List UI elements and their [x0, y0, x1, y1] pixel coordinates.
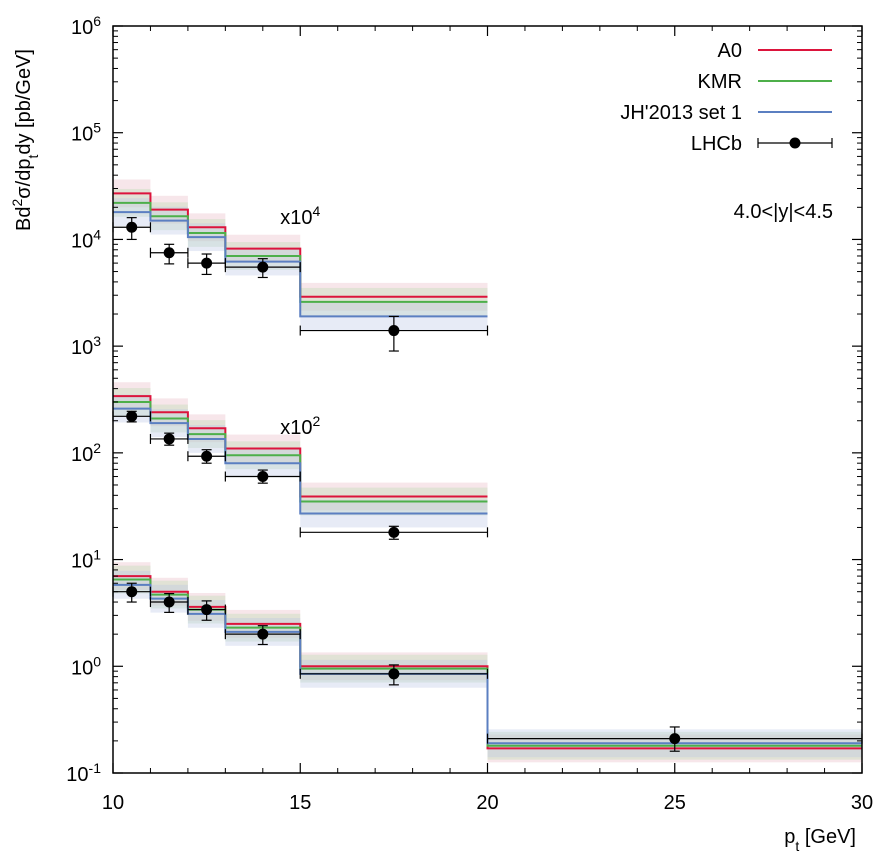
data-point	[669, 733, 681, 745]
data-point	[201, 257, 213, 269]
data-point	[163, 596, 175, 608]
data-point	[163, 433, 175, 445]
y-tick-label: 100	[71, 653, 101, 679]
y-tick-label: 102	[71, 440, 101, 466]
y-axis-label: Bd2σ/dptdy [pb/GeV]	[9, 49, 41, 231]
axes: 10 15 20 25 30 10-1 100 101 102 103 104 105 106	[66, 13, 873, 814]
y-tick-label: 101	[71, 547, 101, 573]
data-point	[163, 247, 175, 259]
rapidity-label: 4.0<|y|<4.5	[734, 201, 833, 223]
annotations: 4.0<|y|<4.5 pt [GeV] Bd2σ/dptdy [pb/GeV]…	[9, 49, 856, 854]
y-tick-label: 104	[71, 226, 101, 252]
x-tick-label: 25	[664, 792, 686, 814]
scale-label: x104	[280, 203, 320, 229]
data-point	[388, 325, 400, 337]
data-point	[388, 668, 400, 680]
y-tick-label: 103	[71, 333, 101, 359]
data-point	[126, 221, 138, 233]
x-tick-label: 30	[851, 792, 873, 814]
x-axis-label: pt [GeV]	[784, 826, 856, 854]
step-line-jh2013set1	[113, 211, 488, 318]
scale-label: x102	[280, 413, 320, 439]
legend-kmr-label: KMR	[698, 71, 742, 93]
legend-a0-label: A0	[718, 40, 742, 62]
data-point	[257, 261, 269, 273]
data-point	[126, 410, 138, 422]
legend-lhcb-swatch-point	[789, 137, 801, 149]
legend-jh2013set1-label: JH'2013 set 1	[620, 102, 742, 124]
y-tick-label: 10-1	[66, 760, 101, 786]
legend: A0 KMR JH'2013 set 1 LHCb	[620, 40, 833, 155]
data-point	[126, 586, 138, 598]
data-point	[388, 526, 400, 538]
data-point	[201, 450, 213, 462]
data-point	[257, 628, 269, 640]
lhcb-points	[112, 217, 863, 752]
data-point	[201, 604, 213, 616]
legend-lhcb-label: LHCb	[691, 133, 742, 155]
y-tick-label: 106	[71, 13, 101, 39]
x-tick-label: 10	[102, 792, 124, 814]
data-point	[257, 471, 269, 483]
y-tick-label: 105	[71, 120, 101, 146]
x-tick-label: 15	[289, 792, 311, 814]
x-tick-label: 20	[476, 792, 498, 814]
